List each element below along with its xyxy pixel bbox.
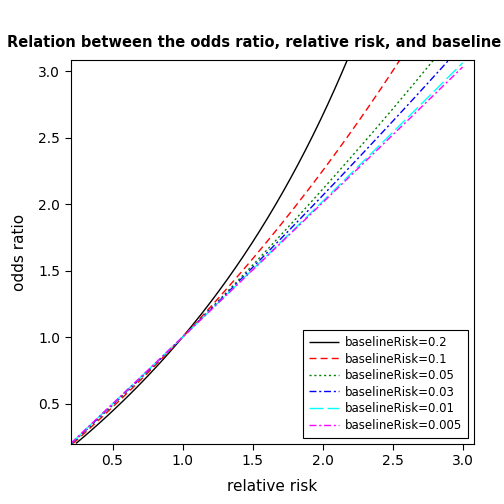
Legend: baselineRisk=0.2, baselineRisk=0.1, baselineRisk=0.05, baselineRisk=0.03, baseli: baselineRisk=0.2, baselineRisk=0.1, base…	[303, 330, 468, 437]
Title: Relation between the odds ratio, relative risk, and baseline risk: Relation between the odds ratio, relativ…	[7, 35, 504, 49]
Y-axis label: odds ratio: odds ratio	[12, 213, 27, 291]
X-axis label: relative risk: relative risk	[227, 479, 318, 494]
